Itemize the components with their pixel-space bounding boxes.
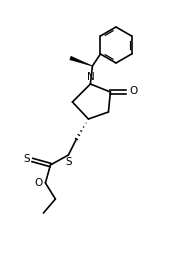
Text: S: S: [24, 154, 30, 164]
Text: S: S: [65, 157, 72, 167]
Text: N: N: [87, 72, 94, 82]
Polygon shape: [70, 56, 92, 66]
Text: O: O: [129, 86, 138, 96]
Text: O: O: [34, 178, 42, 188]
